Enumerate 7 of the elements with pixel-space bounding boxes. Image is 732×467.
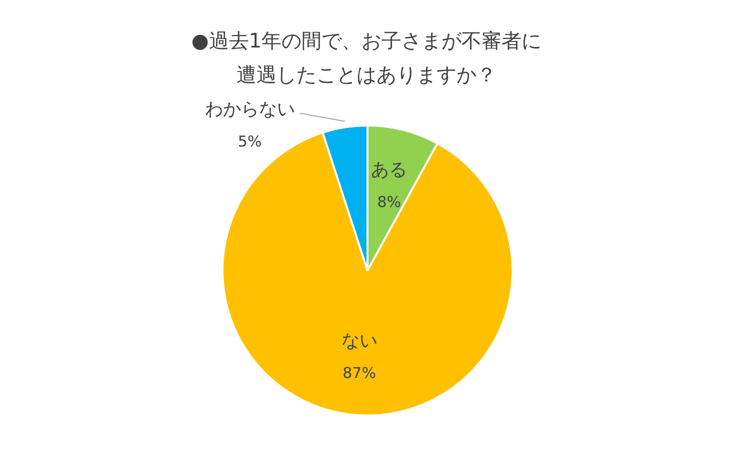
data-label: 8% [377, 193, 402, 212]
slice-label: ない [341, 330, 378, 352]
chart-title: ●過去1年の間で、お子さまが不審者に遭遇したことはありますか？ [191, 28, 542, 86]
data-label: 5% [238, 132, 262, 150]
slice-label: わからない [204, 98, 295, 120]
slice-label: ある [371, 160, 408, 181]
data-label: 87% [342, 364, 376, 382]
